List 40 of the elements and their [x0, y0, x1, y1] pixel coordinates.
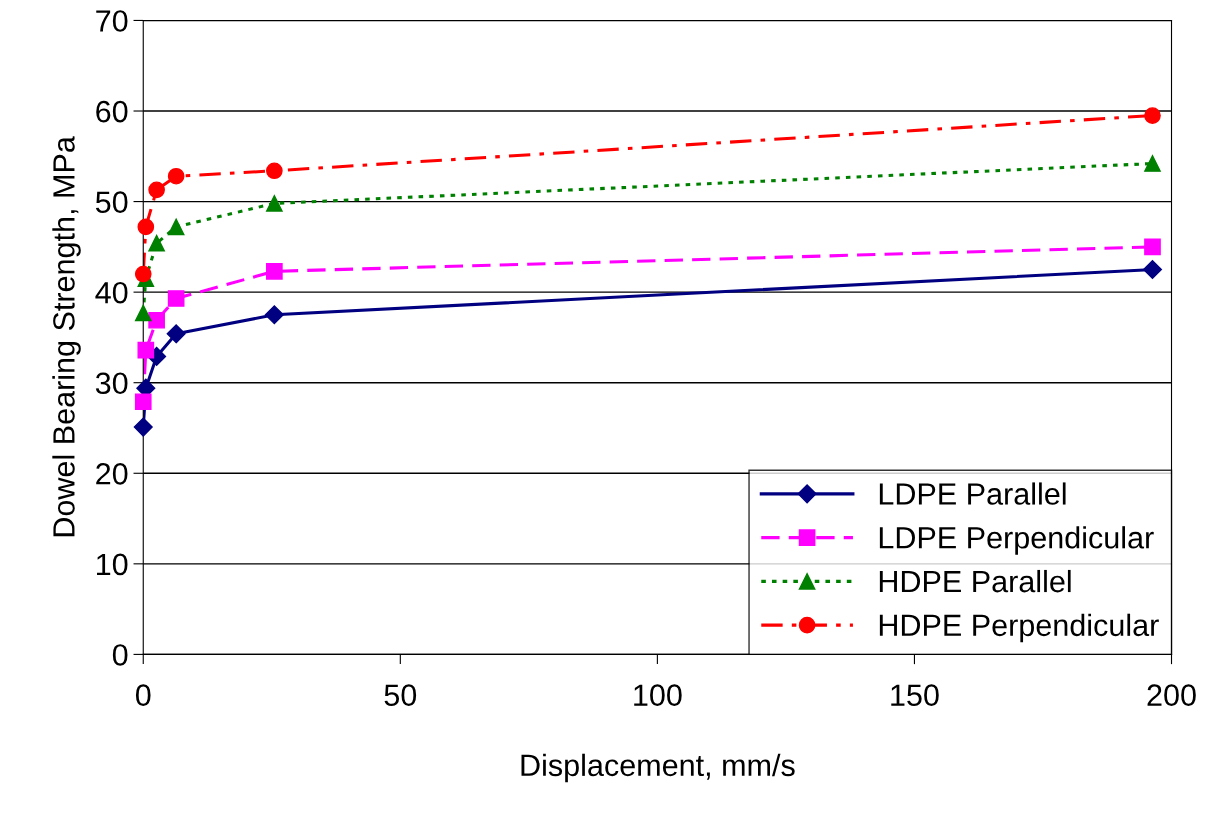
legend-label: LDPE Parallel: [879, 482, 1066, 505]
point: [148, 311, 165, 329]
x-axis-title: Displacement, mm/s: [521, 753, 795, 783]
x-tick-label: 100: [634, 684, 682, 707]
x-tick-label: 50: [384, 684, 417, 707]
x-tick-label: 150: [891, 684, 939, 707]
point: [137, 218, 155, 236]
point: [1144, 238, 1161, 256]
y-tick-label: 40: [95, 281, 128, 304]
y-tick-label: 70: [96, 10, 128, 32]
point: [264, 305, 284, 325]
legend-label: HDPE Parallel: [879, 569, 1071, 593]
point: [266, 195, 283, 212]
y-tick-label: 60: [96, 100, 128, 123]
point: [1144, 155, 1161, 172]
y-tick-label: 50: [95, 191, 128, 213]
y-tick-label: 30: [95, 372, 128, 395]
point: [266, 162, 283, 180]
legend-label: LDPE Perpendicular: [879, 526, 1154, 555]
point: [134, 304, 152, 322]
point: [148, 181, 165, 199]
point: [1144, 107, 1161, 124]
point: [166, 324, 186, 344]
point: [167, 290, 185, 307]
point: [134, 393, 152, 411]
x-tick-label: 0: [135, 684, 151, 707]
legend-label: HDPE Perpendicular: [879, 613, 1159, 643]
y-tick-label: 0: [112, 644, 128, 666]
point: [133, 417, 153, 437]
y-tick-label: 20: [96, 463, 128, 485]
point: [148, 234, 165, 252]
point: [1142, 259, 1163, 280]
point: [134, 265, 152, 283]
point: [137, 341, 155, 359]
y-tick-label: 10: [97, 553, 128, 576]
x-tick-label: 200: [1147, 684, 1196, 707]
point: [167, 218, 185, 236]
y-axis-title: Dowel Bearing Strength, MPa: [52, 136, 81, 537]
point: [266, 262, 283, 280]
point: [167, 167, 185, 185]
